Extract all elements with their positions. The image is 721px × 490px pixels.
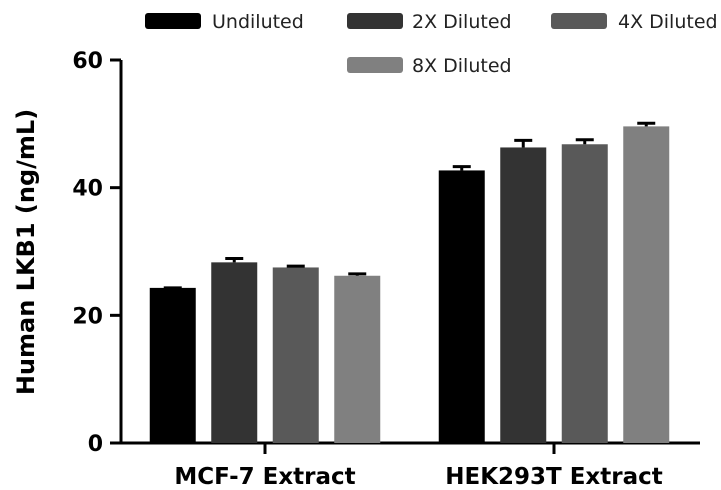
y-tick-label: 20 (72, 304, 103, 329)
legend: Undiluted 2X Diluted 4X Diluted 8X Diluted (145, 11, 718, 77)
y-tick-label: 40 (72, 177, 103, 202)
bar (500, 147, 547, 443)
legend-label: Undiluted (212, 11, 304, 33)
legend-label: 8X Diluted (412, 55, 512, 77)
bar (438, 170, 485, 443)
legend-swatch (347, 57, 403, 73)
bar (211, 262, 258, 443)
legend-swatch (347, 13, 403, 29)
bar (149, 287, 196, 443)
legend-label: 2X Diluted (412, 11, 512, 33)
bar (334, 275, 381, 443)
y-tick-label: 0 (88, 432, 103, 457)
legend-swatch (551, 13, 607, 29)
y-axis-title: Human LKB1 (ng/mL) (12, 109, 40, 395)
bar (272, 267, 319, 443)
x-axis: MCF-7 Extract HEK293T Extract (119, 441, 700, 490)
bars (149, 121, 670, 444)
legend-swatch (145, 13, 201, 29)
y-axis: 0 20 40 60 (72, 49, 123, 457)
legend-label: 4X Diluted (618, 11, 718, 33)
x-tick-label: HEK293T Extract (445, 464, 663, 490)
bar (561, 144, 608, 443)
y-tick-label: 60 (72, 49, 103, 74)
x-tick-label: MCF-7 Extract (174, 464, 355, 490)
bar (623, 126, 670, 444)
